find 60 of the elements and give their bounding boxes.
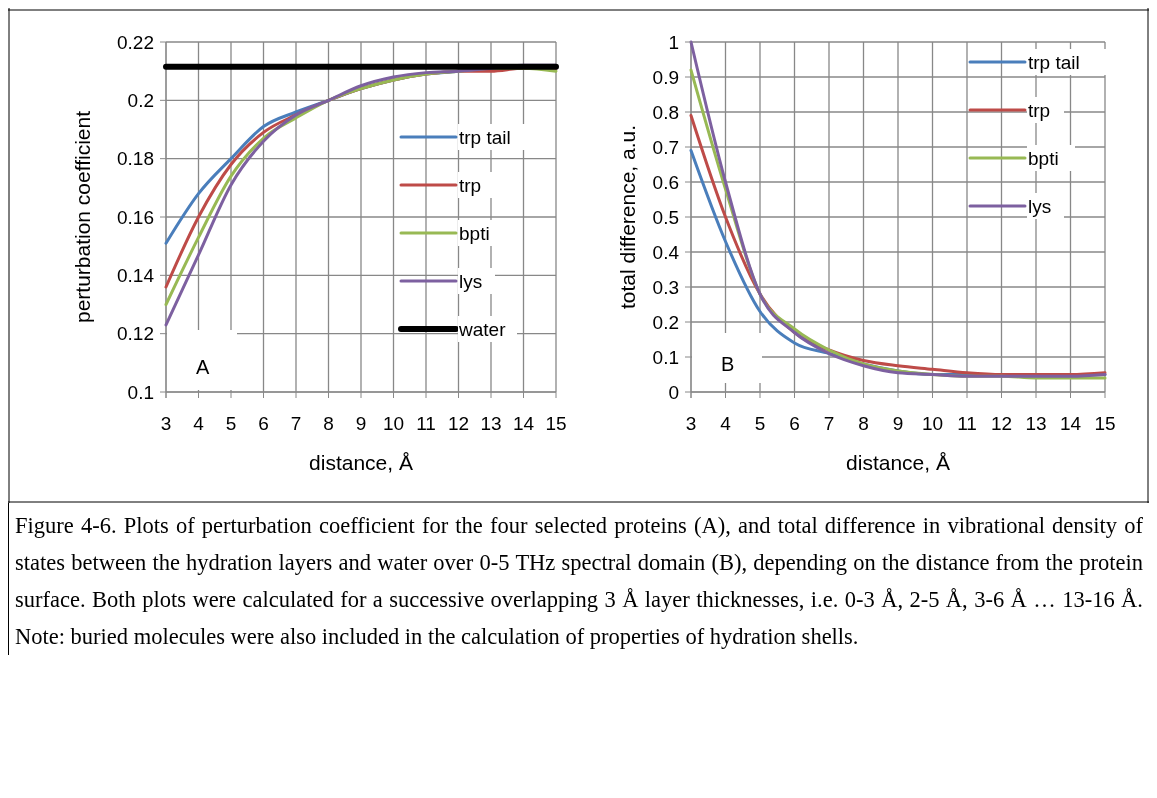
y-tick-label: 0.1 bbox=[127, 381, 154, 403]
y-tick-label: 0.5 bbox=[652, 206, 679, 228]
legend-label: bpti bbox=[459, 222, 490, 244]
x-tick-label: 10 bbox=[921, 413, 944, 434]
y-tick-label: 0.22 bbox=[117, 31, 154, 53]
x-tick-label: 7 bbox=[823, 413, 835, 434]
legend-label: bpti bbox=[1028, 147, 1059, 169]
y-tick-label: 0.12 bbox=[117, 323, 154, 345]
x-tick-label: 12 bbox=[990, 413, 1013, 434]
y-tick-label: 0.14 bbox=[117, 264, 155, 286]
x-tick-label: 5 bbox=[225, 413, 237, 434]
x-tick-label: 3 bbox=[160, 413, 172, 434]
caption: Figure 4-6. Plots of perturbation coefficient for the four selected proteins (A), and total difference in vibrational density of states between the hydration layers and water over 0-5 THz spectral domain (B), depending on the distance from the protein surface. Both plots were calculated for a successive overlapping 3 Å layer thicknesses, i.e. 0-3 Å, 2-5 Å, 3-6 Å … 13-16 Å. Note: buried molecules were also included in the calculation of properties of hydration shells. bbox=[8, 503, 1149, 655]
x-tick-label: 6 bbox=[789, 413, 800, 434]
y-tick-label: 0.4 bbox=[652, 241, 680, 263]
y-tick-label: 0.6 bbox=[652, 171, 679, 193]
x-tick-label: 11 bbox=[416, 413, 436, 434]
x-tick-label: 13 bbox=[480, 413, 502, 434]
x-tick-label: 4 bbox=[720, 413, 732, 434]
x-tick-label: 12 bbox=[447, 413, 470, 434]
y-tick-label: 0.18 bbox=[117, 148, 154, 170]
y-tick-label: 0.16 bbox=[117, 206, 154, 228]
y-tick-label: 0.3 bbox=[652, 276, 679, 298]
x-tick-label: 14 bbox=[1059, 413, 1082, 434]
y-tick-label: 0 bbox=[668, 381, 679, 403]
x-tick-label: 3 bbox=[685, 413, 697, 434]
x-tick-label: 14 bbox=[512, 413, 535, 434]
legend-label: trp tail bbox=[1028, 51, 1080, 73]
legend-label: trp bbox=[1028, 99, 1051, 121]
y-tick-label: 0.2 bbox=[127, 89, 154, 111]
x-tick-label: 13 bbox=[1025, 413, 1047, 434]
legend-label: lys bbox=[1028, 195, 1052, 217]
legend-label: water bbox=[458, 318, 507, 340]
x-axis-title: distance, Å bbox=[309, 451, 413, 474]
y-tick-label: 1 bbox=[668, 31, 679, 53]
y-axis-title: total difference, a.u. bbox=[616, 124, 639, 310]
x-axis-title: distance, Å bbox=[846, 451, 950, 474]
x-tick-label: 9 bbox=[892, 413, 904, 434]
x-tick-label: 5 bbox=[754, 413, 766, 434]
y-axis-title: perturbation coefficient bbox=[71, 110, 94, 324]
x-tick-label: 9 bbox=[355, 413, 367, 434]
y-tick-label: 0.7 bbox=[652, 136, 679, 158]
y-tick-label: 0.1 bbox=[652, 346, 679, 368]
x-tick-label: 8 bbox=[858, 413, 869, 434]
legend-label: trp bbox=[459, 174, 482, 196]
annotation: B bbox=[721, 353, 735, 375]
x-tick-label: 10 bbox=[382, 413, 405, 434]
legend-label: lys bbox=[459, 270, 483, 292]
y-tick-label: 0.9 bbox=[652, 66, 679, 88]
x-tick-label: 15 bbox=[545, 413, 567, 434]
x-tick-label: 15 bbox=[1094, 413, 1116, 434]
x-tick-label: 4 bbox=[193, 413, 205, 434]
y-tick-label: 0.2 bbox=[652, 311, 679, 333]
x-tick-label: 6 bbox=[258, 413, 269, 434]
x-tick-label: 8 bbox=[323, 413, 334, 434]
legend-label: trp tail bbox=[459, 126, 511, 148]
y-tick-label: 0.8 bbox=[652, 101, 679, 123]
x-tick-label: 11 bbox=[957, 413, 977, 434]
annotation: A bbox=[196, 356, 210, 378]
x-tick-label: 7 bbox=[290, 413, 302, 434]
